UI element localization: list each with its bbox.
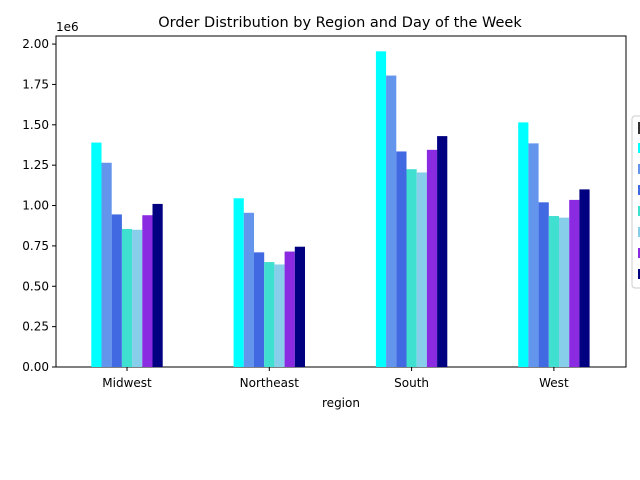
- x-tick-label: West: [539, 376, 569, 390]
- chart-title: Order Distribution by Region and Day of …: [158, 15, 522, 31]
- bar-midwest-series-5: [132, 229, 143, 367]
- bar-northeast-series-3: [254, 252, 265, 367]
- bar-west-series-6: [569, 199, 580, 367]
- bar-northeast-series-2: [243, 212, 254, 367]
- bar-west-series-2: [528, 143, 539, 367]
- legend-swatch-series-1: [638, 143, 640, 153]
- y-tick-label: 1.50: [22, 118, 49, 132]
- legend-swatch-series-3: [638, 185, 640, 195]
- bar-west-series-5: [559, 217, 570, 367]
- bar-south-series-3: [396, 151, 407, 367]
- bar-midwest-series-1: [91, 142, 102, 367]
- y-tick-label: 1.25: [22, 158, 49, 172]
- legend-swatch-series-7: [638, 269, 640, 279]
- legend-swatch-series-5: [638, 227, 640, 237]
- x-tick-label: South: [394, 376, 429, 390]
- bar-midwest-series-2: [101, 162, 112, 367]
- legend-swatch-series-6: [638, 248, 640, 258]
- legend: [631, 115, 640, 289]
- y-tick-label: 2.00: [22, 37, 49, 51]
- y-tick-label: 0.75: [22, 239, 49, 253]
- bar-south-series-2: [386, 75, 397, 367]
- legend-swatch-series-2: [638, 164, 640, 174]
- bar-midwest-series-6: [142, 215, 153, 367]
- bar-south-series-1: [375, 51, 387, 368]
- bars-group: [91, 51, 590, 368]
- bar-midwest-series-3: [111, 214, 122, 367]
- plot-area: [55, 35, 627, 368]
- y-tick-label: 0.25: [22, 320, 49, 334]
- bar-west-series-3: [538, 202, 549, 367]
- bar-west-series-4: [548, 216, 559, 367]
- legend-marker: [638, 122, 640, 134]
- y-tick-label: 1.75: [22, 77, 49, 91]
- bar-south-series-4: [406, 169, 417, 367]
- bar-northeast-series-1: [233, 198, 244, 367]
- bar-south-series-5: [416, 172, 427, 367]
- y-axis: 0.00 0.25 0.50 0.75 1.00 1.25 1.50 1.75 2.00: [22, 37, 56, 374]
- bar-south-series-7: [437, 136, 448, 367]
- x-tick-label: Northeast: [240, 376, 300, 390]
- bar-south-series-6: [426, 149, 438, 367]
- legend-frame: [631, 115, 640, 289]
- bar-northeast-series-6: [284, 251, 295, 367]
- x-axis-label: region: [322, 396, 360, 410]
- bar-west-series-7: [579, 189, 590, 367]
- bar-northeast-series-7: [294, 246, 305, 367]
- bar-northeast-series-5: [274, 264, 285, 367]
- bar-west-series-1: [518, 122, 529, 367]
- bar-northeast-series-4: [264, 262, 275, 367]
- y-tick-label: 1.00: [22, 199, 49, 213]
- x-axis: Midwest Northeast South West: [102, 367, 569, 390]
- bar-midwest-series-7: [152, 203, 163, 367]
- bar-midwest-series-4: [121, 228, 133, 367]
- y-tick-label: 0.50: [22, 279, 49, 293]
- y-offset-label: 1e6: [56, 20, 79, 34]
- y-tick-label: 0.00: [22, 360, 49, 374]
- legend-swatch-series-4: [638, 206, 640, 216]
- x-tick-label: Midwest: [102, 376, 152, 390]
